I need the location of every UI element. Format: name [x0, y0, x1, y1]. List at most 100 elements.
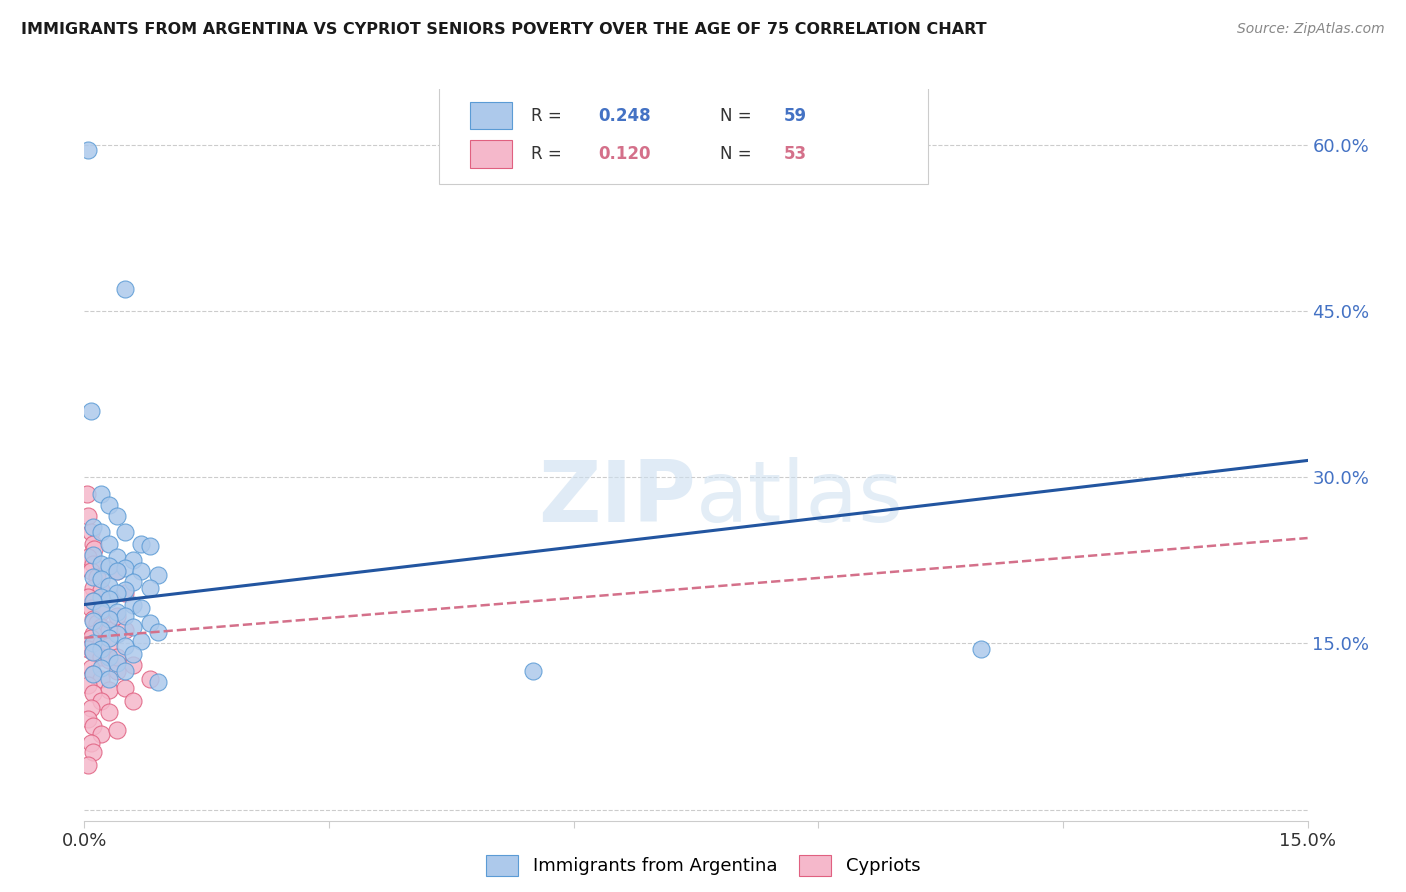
Point	[138, 581, 160, 595]
Point	[114, 583, 136, 598]
Point	[90, 661, 112, 675]
Point	[97, 639, 120, 653]
Text: atlas: atlas	[696, 458, 904, 541]
Point	[80, 403, 103, 417]
Point	[86, 570, 108, 584]
Point	[122, 620, 145, 634]
Point	[90, 636, 112, 650]
Point	[138, 672, 160, 686]
Point	[90, 572, 112, 586]
Point	[82, 548, 104, 562]
Point	[83, 594, 105, 608]
Text: N =: N =	[720, 106, 758, 125]
Point	[77, 641, 100, 656]
Point	[90, 583, 112, 598]
Point	[97, 653, 120, 667]
Point	[114, 282, 136, 296]
Text: 59: 59	[785, 106, 807, 125]
Point	[122, 598, 145, 612]
Point	[105, 664, 128, 678]
FancyBboxPatch shape	[470, 102, 513, 129]
Point	[146, 675, 169, 690]
Point	[82, 520, 104, 534]
Point	[122, 658, 145, 673]
Point	[131, 634, 153, 648]
Point	[97, 536, 120, 550]
Point	[138, 539, 160, 553]
Point	[105, 586, 128, 600]
Point	[82, 536, 104, 550]
FancyBboxPatch shape	[470, 140, 513, 169]
Point	[80, 700, 103, 714]
Point	[114, 639, 136, 653]
Point	[90, 525, 112, 540]
Point	[97, 705, 120, 719]
Point	[105, 627, 128, 641]
Point	[82, 612, 104, 626]
Point	[80, 564, 103, 578]
Point	[122, 553, 145, 567]
Point	[90, 590, 112, 604]
Point	[105, 508, 128, 523]
Point	[114, 525, 136, 540]
Text: Source: ZipAtlas.com: Source: ZipAtlas.com	[1237, 22, 1385, 37]
Point	[131, 600, 153, 615]
Point	[105, 723, 128, 737]
Point	[90, 486, 112, 500]
FancyBboxPatch shape	[439, 86, 928, 185]
Point	[86, 616, 108, 631]
Point	[97, 579, 120, 593]
Point	[82, 686, 104, 700]
Point	[76, 486, 98, 500]
Point	[77, 678, 100, 692]
Point	[122, 575, 145, 590]
Point	[97, 649, 120, 664]
Text: N =: N =	[720, 145, 758, 163]
Point	[82, 645, 104, 659]
Point	[105, 657, 128, 671]
Point	[105, 608, 128, 623]
Point	[138, 616, 160, 631]
Point	[80, 736, 103, 750]
Point	[131, 564, 153, 578]
Point	[105, 564, 128, 578]
Point	[90, 557, 112, 571]
Point	[105, 564, 128, 578]
Point	[90, 694, 112, 708]
Point	[77, 712, 100, 726]
Point	[122, 648, 145, 662]
Point	[522, 664, 544, 678]
Point	[97, 612, 120, 626]
Point	[82, 570, 104, 584]
Point	[114, 623, 136, 637]
Point	[105, 605, 128, 619]
Point	[90, 623, 112, 637]
Point	[80, 525, 103, 540]
Point	[90, 649, 112, 664]
Point	[146, 567, 169, 582]
Point	[82, 745, 104, 759]
Point	[90, 672, 112, 686]
Text: R =: R =	[531, 145, 567, 163]
Point	[97, 592, 120, 607]
Point	[82, 581, 104, 595]
Point	[97, 558, 120, 573]
Text: IMMIGRANTS FROM ARGENTINA VS CYPRIOT SENIORS POVERTY OVER THE AGE OF 75 CORRELAT: IMMIGRANTS FROM ARGENTINA VS CYPRIOT SEN…	[21, 22, 987, 37]
Text: ZIP: ZIP	[538, 458, 696, 541]
Point	[77, 508, 100, 523]
Text: 53: 53	[785, 145, 807, 163]
Point	[80, 661, 103, 675]
Point	[77, 590, 100, 604]
Legend: Immigrants from Argentina, Cypriots: Immigrants from Argentina, Cypriots	[478, 847, 928, 883]
Point	[114, 681, 136, 695]
Point	[83, 542, 105, 557]
Point	[97, 623, 120, 637]
Point	[90, 603, 112, 617]
Point	[82, 557, 104, 571]
Point	[122, 694, 145, 708]
Point	[146, 625, 169, 640]
Point	[90, 641, 112, 656]
Point	[82, 627, 104, 641]
Point	[114, 561, 136, 575]
Text: 0.248: 0.248	[598, 106, 651, 125]
